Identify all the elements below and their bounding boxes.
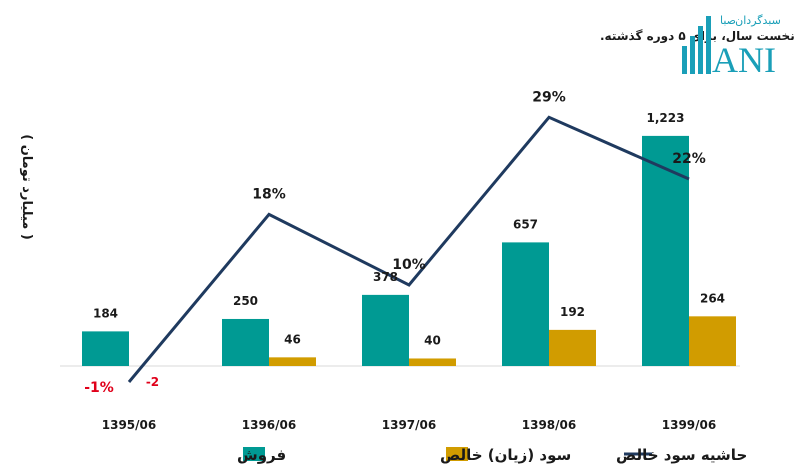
- company-logo: صبا سبدگردان ANI: [682, 14, 781, 80]
- margin-label-3: 29%: [532, 89, 566, 105]
- category-label-2: 1397/06: [382, 418, 436, 432]
- bar-profit-4: [689, 316, 736, 366]
- legend-label-0: فروش: [237, 446, 286, 464]
- bar-profit-3: [549, 329, 596, 366]
- logo-brand: ANI: [712, 40, 776, 80]
- bar-sales-0: [82, 331, 129, 366]
- bar-label-profit-4: 264: [700, 291, 725, 305]
- bar-profit-1: [269, 357, 316, 366]
- logo-bar-1: [682, 46, 687, 74]
- bar-label-sales-3: 657: [513, 217, 538, 231]
- chart-title: نمودار مقایسه ای عملکرد شرکت مس شهید باه…: [600, 29, 794, 44]
- legend-label-2: حاشیه سود خالص: [616, 446, 747, 464]
- logo-bar-3: [698, 26, 703, 74]
- margin-label-4: 22%: [672, 151, 706, 167]
- legend-label-1: سود (زیان) خالص: [440, 446, 571, 464]
- bar-sales-4: [642, 135, 689, 366]
- bar-label-profit-1: 46: [284, 332, 301, 346]
- y-axis-label: ( میلیارد تومان ): [19, 134, 34, 240]
- category-labels-group: 1395/06 1396/06 1397/06 1398/06 1399/06: [102, 418, 716, 432]
- legend-swatch-0: [243, 447, 265, 461]
- margin-line: [127, 115, 690, 383]
- bar-label-sales-1: 250: [233, 294, 258, 308]
- margin-label-1: 18%: [252, 186, 286, 202]
- bar-sales-3: [502, 242, 549, 366]
- bar-sales-1: [222, 318, 269, 366]
- legend-swatch-1: [446, 447, 468, 461]
- bars-group: [82, 135, 736, 366]
- bar-label-profit-0: -2: [146, 375, 159, 389]
- legend: فروش سود (زیان) خالص حاشیه سود خالص: [237, 446, 747, 464]
- logo-top-text: سبدگردان: [735, 14, 781, 27]
- bar-sales-2: [362, 294, 409, 366]
- category-label-1: 1396/06: [242, 418, 296, 432]
- logo-bar-4: [706, 16, 711, 74]
- bar-label-profit-2: 40: [424, 333, 441, 347]
- bar-label-sales-0: 184: [93, 306, 118, 320]
- chart-title-group: نمودار مقایسه ای عملکرد شرکت مس شهید باه…: [600, 29, 794, 44]
- margin-label-2: 10%: [392, 257, 426, 273]
- bar-label-sales-4: 1,223: [647, 111, 685, 125]
- category-label-3: 1398/06: [522, 418, 576, 432]
- bar-profit-2: [409, 358, 456, 366]
- margin-label-0: -1%: [84, 380, 114, 396]
- bar-label-profit-3: 192: [560, 305, 585, 319]
- logo-bar-2: [690, 36, 695, 74]
- category-label-0: 1395/06: [102, 418, 156, 432]
- margin-line-group: -1% 18% 10% 29% 22%: [84, 89, 706, 396]
- bar-label-sales-2: 378: [373, 270, 398, 284]
- logo-top-text-2: صبا: [720, 14, 736, 27]
- category-label-4: 1399/06: [662, 418, 716, 432]
- data-labels-group: 184 -2 250 46 378 40 657 192 1,223 264: [93, 111, 725, 389]
